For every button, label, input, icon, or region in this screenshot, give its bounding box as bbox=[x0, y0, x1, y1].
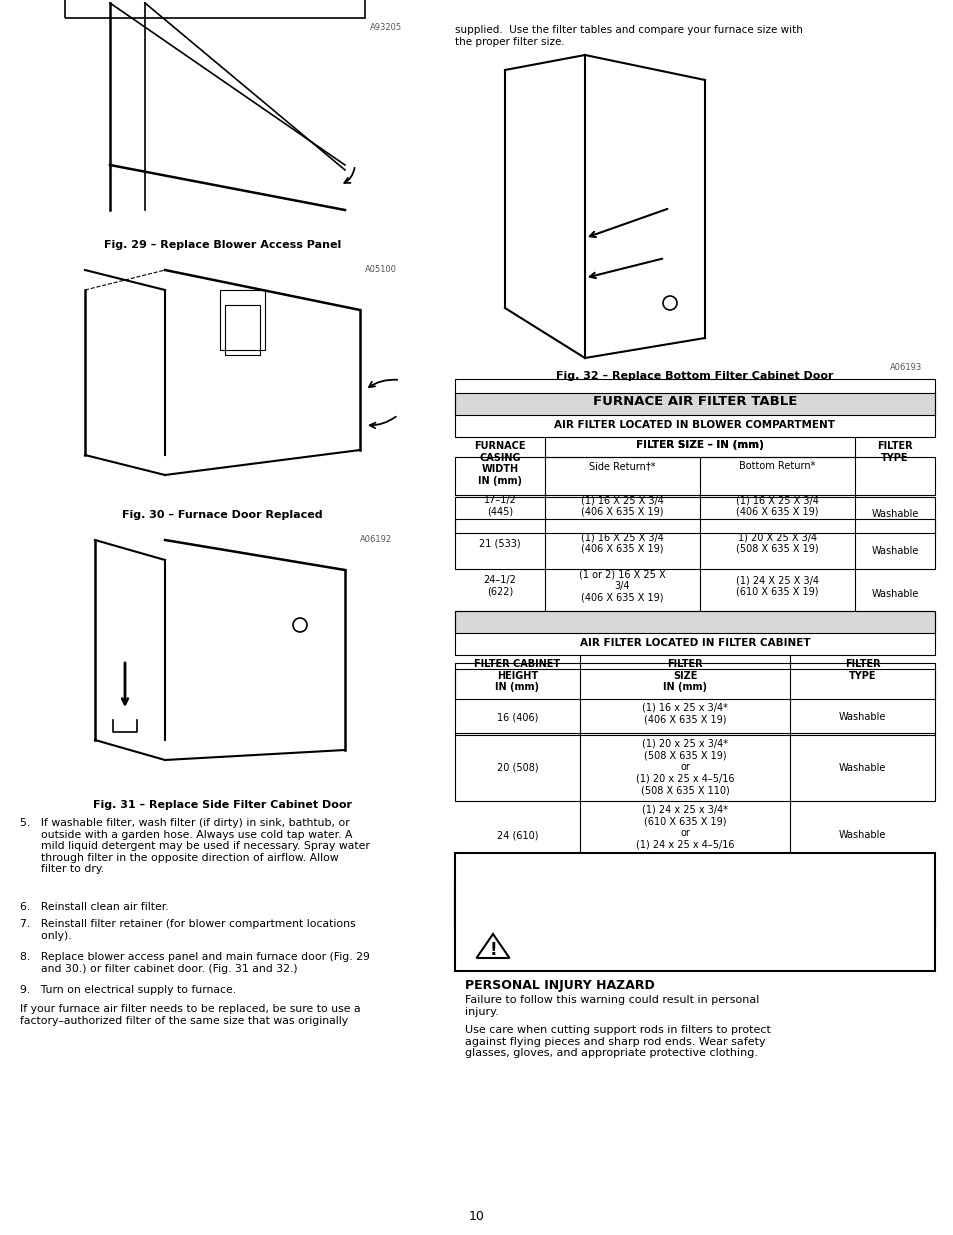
Text: (1) 24 X 25 X 3/4
(610 X 635 X 19): (1) 24 X 25 X 3/4 (610 X 635 X 19) bbox=[735, 576, 818, 597]
Text: Fig. 31 – Replace Side Filter Cabinet Door: Fig. 31 – Replace Side Filter Cabinet Do… bbox=[92, 800, 352, 810]
Text: 6.   Reinstall clean air filter.: 6. Reinstall clean air filter. bbox=[20, 902, 169, 911]
Text: 21 (533): 21 (533) bbox=[478, 538, 520, 548]
Bar bbox=[455, 611, 934, 634]
Text: (1) 20 x 25 x 3/4*
(508 X 635 X 19)
or
(1) 20 x 25 x 4–5/16
(508 X 635 X 110): (1) 20 x 25 x 3/4* (508 X 635 X 19) or (… bbox=[635, 739, 734, 795]
Bar bbox=[225, 305, 260, 354]
Text: supplied.  Use the filter tables and compare your furnace size with
the proper f: supplied. Use the filter tables and comp… bbox=[455, 25, 802, 47]
Text: 8.   Replace blower access panel and main furnace door (Fig. 29
      and 30.) o: 8. Replace blower access panel and main … bbox=[20, 952, 370, 973]
Text: (1) 24 x 25 x 3/4*
(610 X 635 X 19)
or
(1) 24 x 25 x 4–5/16
(610 X 635 X 110): (1) 24 x 25 x 3/4* (610 X 635 X 19) or (… bbox=[635, 805, 734, 861]
Text: 24 (610): 24 (610) bbox=[497, 830, 537, 840]
Text: † Upflow only. Alternate sizes and additional filters may be ordered from
  your: † Upflow only. Alternate sizes and addit… bbox=[455, 897, 782, 916]
Text: Failure to follow this warning could result in personal
injury.: Failure to follow this warning could res… bbox=[464, 995, 759, 1016]
Text: A05100: A05100 bbox=[365, 266, 396, 274]
Polygon shape bbox=[476, 934, 509, 958]
Text: Use care when cutting support rods in filters to protect
against flying pieces a: Use care when cutting support rods in fi… bbox=[464, 1025, 770, 1058]
Text: (1) 16 X 25 X 3/4
(406 X 635 X 19): (1) 16 X 25 X 3/4 (406 X 635 X 19) bbox=[580, 532, 663, 553]
Text: 9.   Turn on electrical supply to furnace.: 9. Turn on electrical supply to furnace. bbox=[20, 986, 236, 995]
Bar bbox=[220, 290, 265, 350]
Text: 17–1/2
(445): 17–1/2 (445) bbox=[483, 495, 516, 516]
Text: Washable: Washable bbox=[870, 546, 918, 556]
Text: FILTER SIZE – IN (mm): FILTER SIZE – IN (mm) bbox=[636, 440, 763, 450]
Text: PERSONAL INJURY HAZARD: PERSONAL INJURY HAZARD bbox=[464, 979, 654, 992]
Bar bbox=[455, 496, 934, 534]
Text: 10: 10 bbox=[469, 1210, 484, 1223]
Text: If your furnace air filter needs to be replaced, be sure to use a
factory–author: If your furnace air filter needs to be r… bbox=[20, 1004, 360, 1025]
Text: (1) 16 X 25 X 3/4
(406 X 635 X 19): (1) 16 X 25 X 3/4 (406 X 635 X 19) bbox=[736, 495, 818, 516]
Text: 24–1/2
(622): 24–1/2 (622) bbox=[483, 576, 516, 597]
Text: Fig. 32 – Replace Bottom Filter Cabinet Door: Fig. 32 – Replace Bottom Filter Cabinet … bbox=[556, 370, 833, 382]
Text: FURNACE
CASING
WIDTH
IN (mm): FURNACE CASING WIDTH IN (mm) bbox=[474, 441, 525, 485]
Text: (1) 16 X 25 X 3/4
(406 X 635 X 19): (1) 16 X 25 X 3/4 (406 X 635 X 19) bbox=[580, 495, 663, 516]
Text: A06193: A06193 bbox=[889, 363, 922, 372]
Text: Bottom Return*: Bottom Return* bbox=[739, 461, 815, 471]
Bar bbox=[455, 393, 934, 415]
Text: FILTER
TYPE: FILTER TYPE bbox=[843, 659, 880, 680]
Text: *Factory–provided with the furnace. Filters may be field modified by
  cutting f: *Factory–provided with the furnace. Filt… bbox=[455, 876, 763, 894]
Bar bbox=[455, 379, 934, 437]
Text: !: ! bbox=[489, 941, 497, 960]
Bar bbox=[455, 734, 934, 802]
Text: 1) 20 X 25 X 3/4
(508 X 635 X 19): 1) 20 X 25 X 3/4 (508 X 635 X 19) bbox=[736, 532, 818, 553]
Text: 16 (406): 16 (406) bbox=[497, 713, 537, 722]
Text: Washable: Washable bbox=[838, 713, 885, 722]
Text: 20 (508): 20 (508) bbox=[497, 763, 537, 773]
Text: FURNACE AIR FILTER TABLE: FURNACE AIR FILTER TABLE bbox=[592, 395, 797, 408]
Text: AIR FILTER LOCATED IN BLOWER COMPARTMENT: AIR FILTER LOCATED IN BLOWER COMPARTMENT bbox=[554, 420, 835, 430]
Text: (1) 16 x 25 x 3/4*
(406 X 635 X 19): (1) 16 x 25 x 3/4* (406 X 635 X 19) bbox=[641, 703, 727, 725]
Text: Washable: Washable bbox=[870, 589, 918, 599]
Text: Fig. 30 – Furnace Door Replaced: Fig. 30 – Furnace Door Replaced bbox=[122, 510, 322, 520]
Bar bbox=[455, 611, 934, 655]
Text: Washable: Washable bbox=[838, 763, 885, 773]
Text: Fig. 29 – Replace Blower Access Panel: Fig. 29 – Replace Blower Access Panel bbox=[104, 240, 341, 249]
Bar bbox=[455, 519, 934, 569]
Text: AIR FILTER LOCATED IN FILTER CABINET: AIR FILTER LOCATED IN FILTER CABINET bbox=[579, 638, 809, 648]
Text: FILTER SIZE – IN (mm): FILTER SIZE – IN (mm) bbox=[636, 440, 763, 450]
Text: Washable: Washable bbox=[870, 509, 918, 519]
Text: 7.   Reinstall filter retainer (for blower compartment locations
      only).: 7. Reinstall filter retainer (for blower… bbox=[20, 919, 355, 941]
Text: FILTER
TYPE: FILTER TYPE bbox=[876, 441, 912, 463]
Bar bbox=[455, 853, 934, 971]
Bar bbox=[455, 457, 934, 495]
Text: 5.   If washable filter, wash filter (if dirty) in sink, bathtub, or
      outsi: 5. If washable filter, wash filter (if d… bbox=[20, 818, 370, 874]
Text: WARNING: WARNING bbox=[616, 932, 813, 966]
Bar bbox=[455, 663, 934, 699]
Bar bbox=[455, 883, 934, 927]
Bar bbox=[455, 669, 934, 735]
Text: (1 or 2) 16 X 25 X
3/4
(406 X 635 X 19): (1 or 2) 16 X 25 X 3/4 (406 X 635 X 19) bbox=[578, 569, 665, 603]
Text: FILTER CABINET
HEIGHT
IN (mm): FILTER CABINET HEIGHT IN (mm) bbox=[474, 659, 560, 692]
Text: A06192: A06192 bbox=[359, 535, 392, 543]
Bar bbox=[65, 0, 365, 19]
Text: A93205: A93205 bbox=[370, 23, 402, 32]
Text: FILTER
SIZE
IN (mm): FILTER SIZE IN (mm) bbox=[662, 659, 706, 692]
Text: Side Return†*: Side Return†* bbox=[589, 461, 655, 471]
Text: Washable: Washable bbox=[838, 830, 885, 840]
